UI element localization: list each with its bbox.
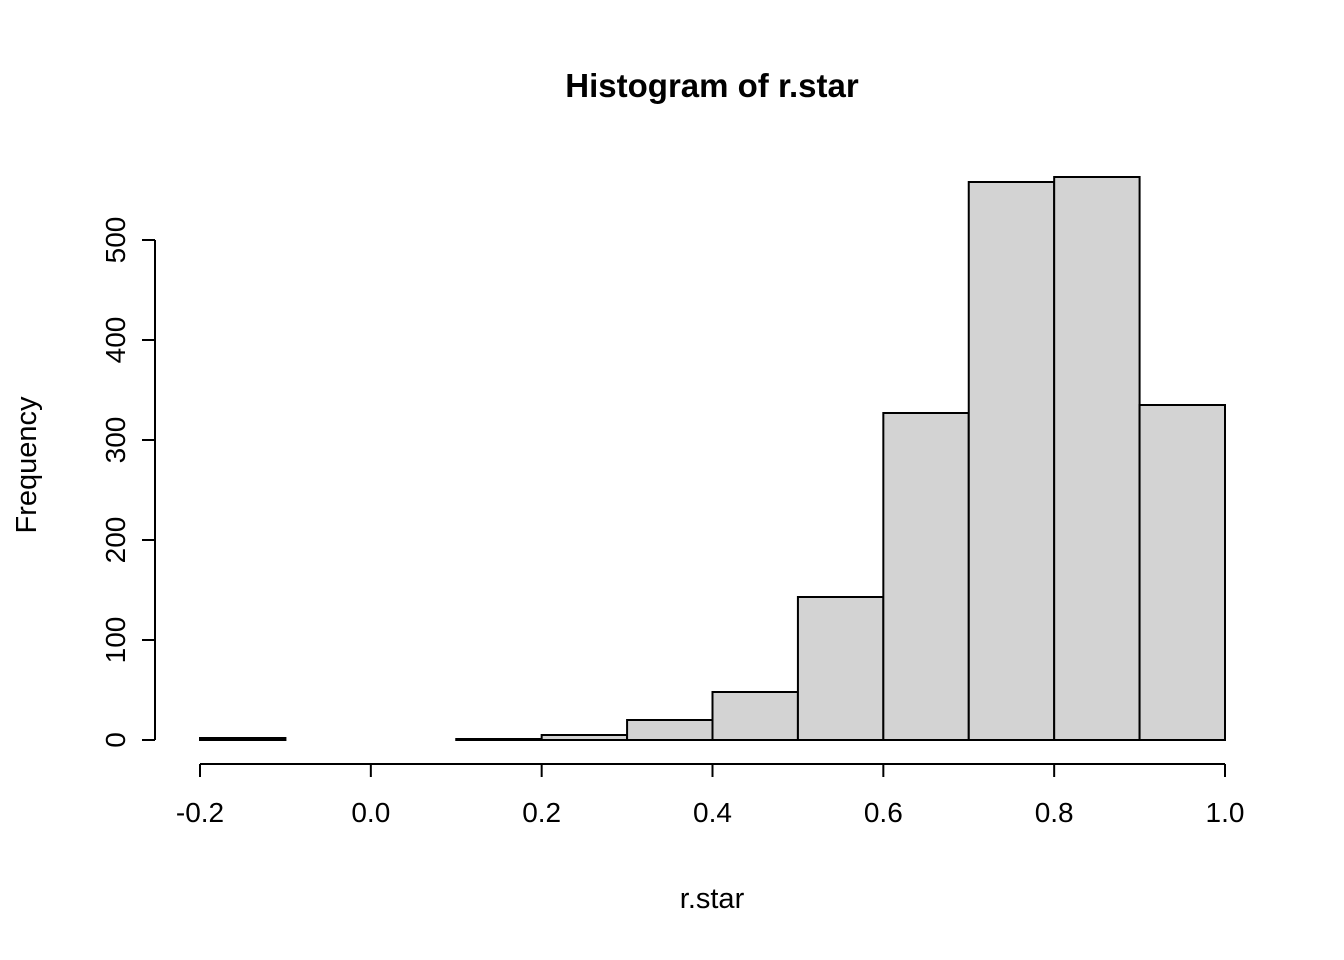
y-tick-label: 100	[100, 617, 131, 664]
histogram-bar	[540, 734, 629, 741]
histogram-bar	[796, 596, 885, 741]
x-tick-label: -0.2	[176, 797, 224, 828]
histogram-bar	[882, 412, 970, 741]
histogram-bar	[1138, 404, 1226, 741]
histogram-bar	[626, 719, 714, 741]
histogram-bar	[1053, 176, 1141, 741]
y-tick-label: 300	[100, 417, 131, 464]
x-tick-label: 0.4	[693, 797, 732, 828]
bars-group	[199, 176, 1226, 741]
x-tick-label: 0.0	[351, 797, 390, 828]
axes-group: -0.2 0.0 0.2 0.4 0.6 0.8 1.0 0 100 200 300 400 500	[100, 217, 1244, 828]
y-axis-label: Frequency	[11, 396, 43, 534]
histogram-bar	[199, 737, 287, 741]
x-tick-label: 0.8	[1035, 797, 1074, 828]
x-tick-label: 0.2	[522, 797, 561, 828]
y-tick-label: 0	[100, 732, 131, 748]
y-tick-label: 500	[100, 217, 131, 264]
histogram-bar	[455, 738, 543, 741]
y-tick-label: 200	[100, 517, 131, 564]
chart-title: Histogram of r.star	[565, 67, 859, 104]
y-tick-label: 400	[100, 317, 131, 364]
histogram-bar	[967, 181, 1056, 741]
x-tick-label: 0.6	[864, 797, 903, 828]
x-tick-label: 1.0	[1206, 797, 1245, 828]
histogram-bar	[711, 691, 799, 741]
x-axis-label: r.star	[680, 883, 745, 915]
